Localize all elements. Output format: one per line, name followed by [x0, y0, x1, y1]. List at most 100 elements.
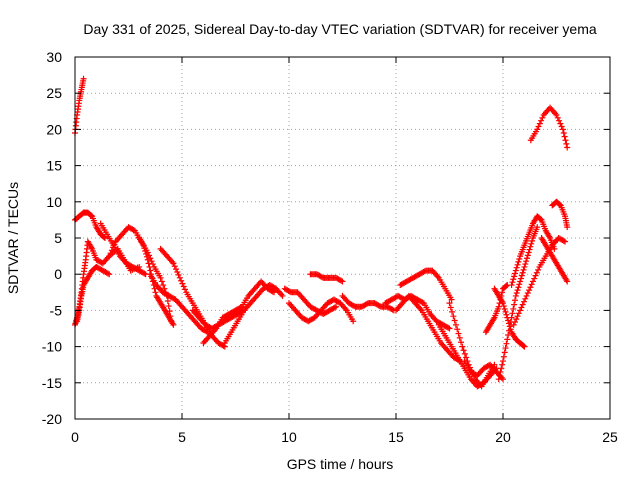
y-tick-label: -20	[42, 411, 62, 427]
data-point	[460, 347, 467, 354]
data-point	[350, 318, 357, 325]
data-point	[271, 289, 278, 296]
data-point	[523, 258, 530, 265]
data-point	[338, 277, 345, 284]
data-point	[502, 345, 509, 352]
data-point	[204, 329, 211, 336]
data-point	[461, 350, 468, 357]
series-arc-09	[146, 271, 211, 336]
series-arc-12	[221, 282, 286, 346]
data-point	[500, 358, 506, 365]
data-point	[515, 310, 522, 317]
data-point	[505, 317, 512, 324]
data-point	[557, 120, 564, 127]
series-arc-28	[538, 235, 571, 285]
data-point	[519, 301, 526, 308]
data-point	[527, 243, 534, 250]
data-point	[446, 325, 453, 332]
x-tick-label: 0	[71, 429, 79, 445]
series-arc-25	[491, 285, 528, 350]
data-point	[80, 75, 87, 82]
axis-ticks	[74, 56, 611, 420]
data-point	[141, 245, 148, 252]
data-point	[534, 224, 541, 231]
data-point	[511, 301, 518, 308]
series-arc-01	[72, 75, 87, 137]
data-point	[106, 253, 113, 260]
data-point	[446, 300, 453, 307]
data-point	[563, 140, 570, 147]
series-arc-29	[549, 198, 571, 231]
data-point	[180, 283, 187, 290]
data-point	[510, 305, 517, 312]
data-point	[513, 264, 520, 271]
data-point	[508, 282, 515, 289]
y-tick-label: -15	[42, 375, 62, 391]
data-point	[108, 247, 115, 254]
data-point	[279, 292, 286, 299]
data-point	[514, 313, 521, 320]
data-point	[451, 317, 458, 324]
data-point	[452, 321, 459, 328]
data-point	[176, 274, 183, 281]
data-point	[164, 297, 171, 304]
x-tick-label: 5	[178, 429, 186, 445]
data-point	[504, 314, 511, 321]
data-point	[389, 306, 396, 313]
data-point	[445, 324, 452, 331]
data-point	[564, 224, 571, 231]
data-point	[528, 240, 535, 247]
series-arc-21	[446, 300, 498, 390]
data-point	[562, 137, 569, 144]
data-point	[558, 123, 565, 130]
data-point	[497, 368, 504, 375]
data-point	[152, 289, 159, 296]
data-point	[450, 313, 457, 320]
data-point	[526, 287, 533, 294]
series-arc-05	[97, 220, 149, 278]
x-tick-label: 20	[495, 429, 511, 445]
data-point	[515, 284, 522, 291]
data-point	[165, 303, 172, 310]
data-point	[500, 300, 506, 307]
data-point	[503, 340, 510, 347]
data-point	[101, 234, 108, 241]
data-point	[511, 270, 518, 277]
data-point	[531, 275, 538, 282]
data-point	[339, 278, 346, 285]
data-point	[534, 126, 541, 133]
data-point	[518, 304, 525, 311]
data-point	[331, 304, 338, 311]
data-point	[554, 114, 561, 121]
x-axis-label: GPS time / hours	[287, 456, 394, 472]
grid	[75, 57, 610, 419]
data-point	[181, 286, 188, 293]
data-point	[524, 290, 531, 297]
data-point	[149, 261, 156, 268]
series-arc-16	[339, 292, 397, 314]
data-point	[532, 272, 539, 279]
data-point	[519, 269, 526, 276]
data-point	[511, 318, 518, 325]
series-arc-04	[74, 263, 113, 325]
data-point	[517, 307, 524, 314]
data-point	[513, 316, 520, 323]
data-point	[449, 308, 456, 315]
data-point	[521, 343, 528, 350]
data-point	[518, 272, 525, 279]
y-tick-label: -10	[42, 339, 62, 355]
data-point	[499, 289, 506, 296]
data-point	[520, 298, 527, 305]
x-tick-label: 15	[388, 429, 404, 445]
data-point	[521, 263, 528, 270]
data-point	[495, 376, 502, 383]
data-point	[504, 336, 511, 343]
data-point	[503, 282, 510, 289]
y-axis-label: SDTVAR / TECUs	[5, 182, 21, 294]
data-point	[509, 310, 516, 317]
data-point	[500, 353, 507, 360]
y-tick-label: 5	[54, 230, 62, 246]
data-point	[553, 111, 560, 118]
data-point	[564, 144, 571, 151]
data-point	[535, 266, 542, 273]
